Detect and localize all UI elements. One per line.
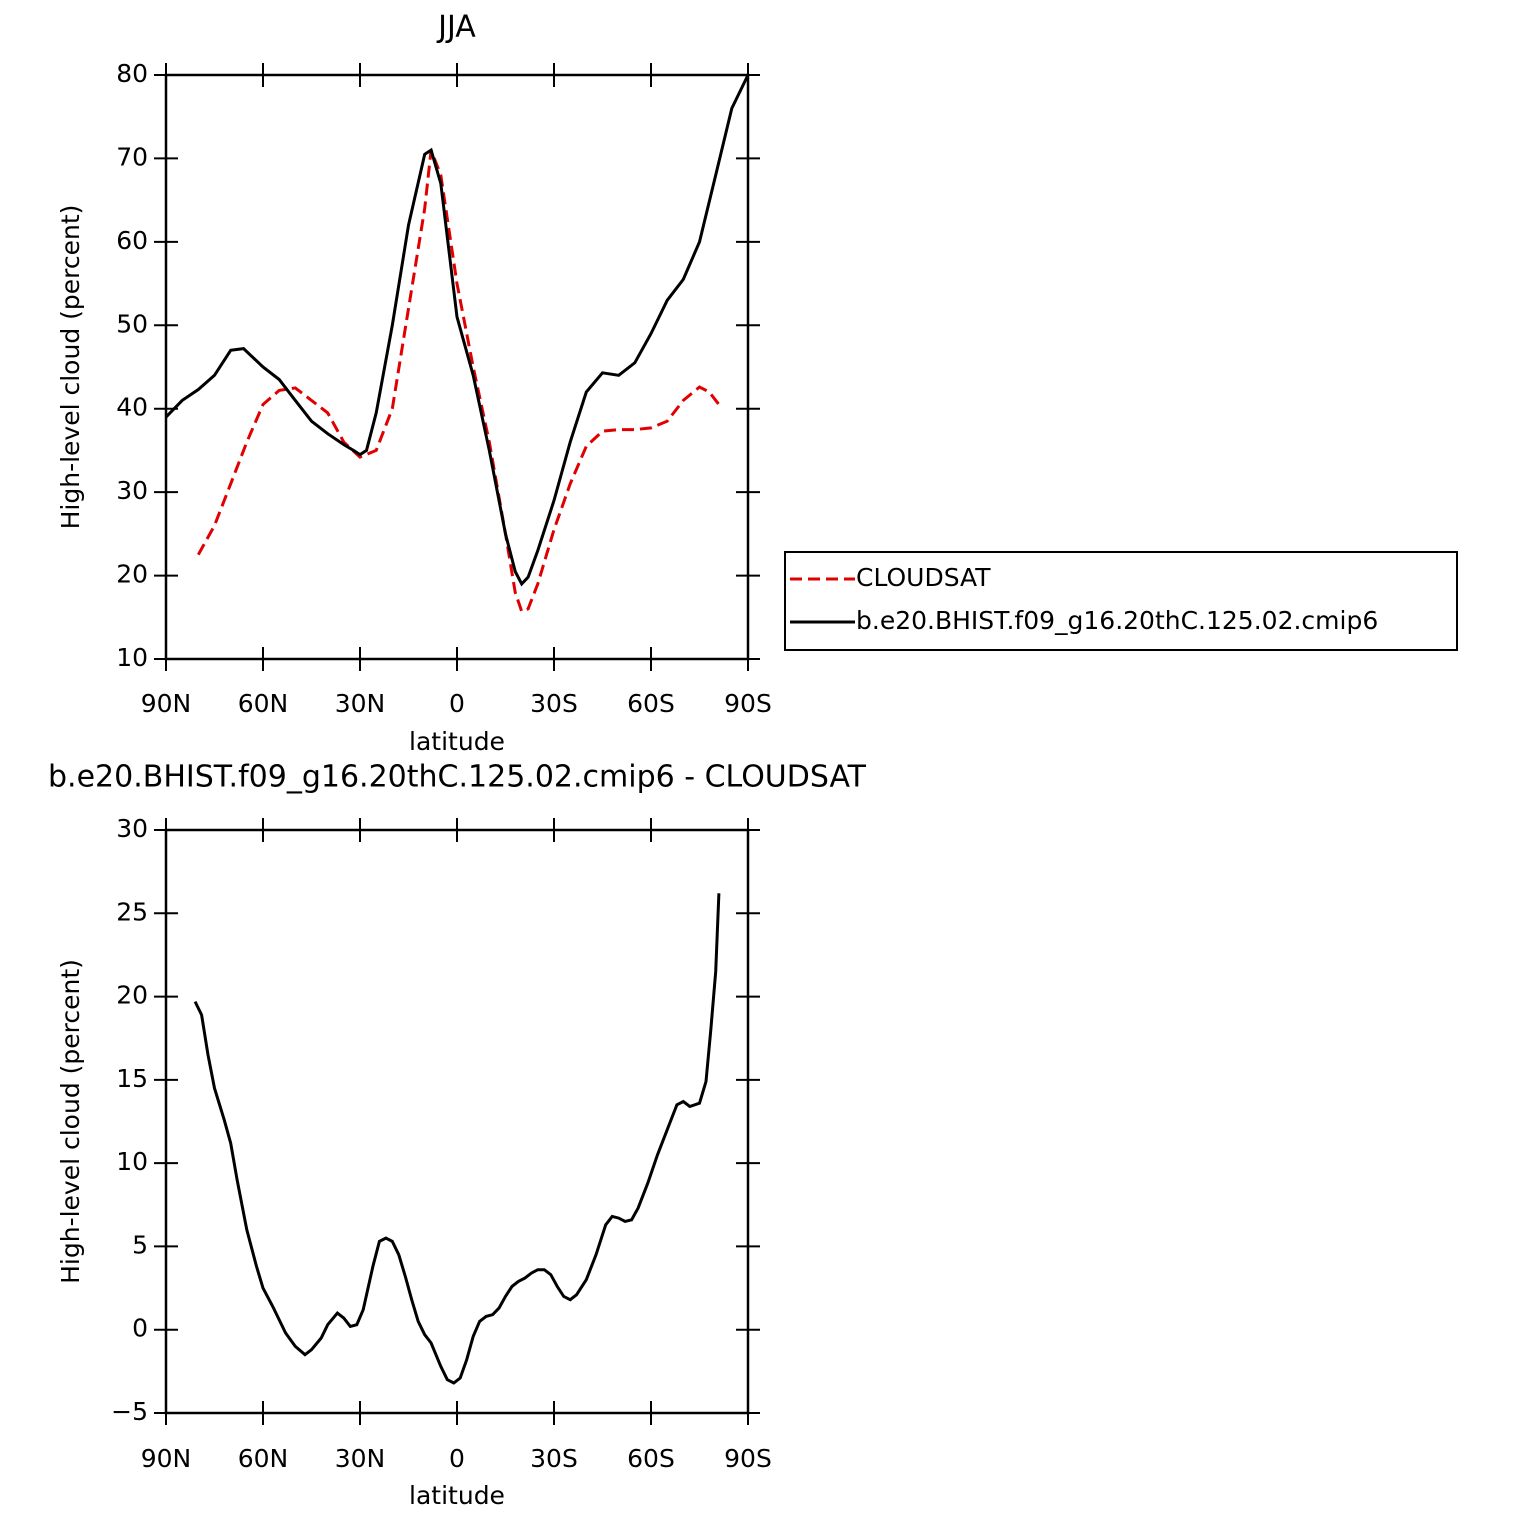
y-axis-label: High-level cloud (percent): [56, 959, 85, 1284]
y-tick-label: −5: [111, 1397, 148, 1426]
y-tick-label: 25: [116, 897, 148, 926]
y-tick-label: 15: [116, 1064, 148, 1093]
y-tick-label: 20: [116, 981, 148, 1010]
y-tick-label: 60: [116, 226, 148, 255]
y-tick-label: 5: [132, 1230, 148, 1259]
y-tick-label: 20: [116, 560, 148, 589]
x-tick-label: 90S: [724, 689, 772, 718]
legend-label: b.e20.BHIST.f09_g16.20thC.125.02.cmip6: [856, 606, 1378, 635]
x-tick-label: 60S: [627, 689, 675, 718]
legend-box: [784, 551, 1458, 651]
data-line: [196, 149, 721, 614]
y-tick-label: 40: [116, 393, 148, 422]
plot-frame: [164, 73, 750, 661]
data-line: [193, 893, 721, 1385]
x-tick-label: 90S: [724, 1444, 772, 1473]
y-tick-label: 50: [116, 309, 148, 338]
x-tick-label: 0: [449, 1444, 465, 1473]
legend-label: CLOUDSAT: [856, 563, 991, 592]
x-tick-label: 90N: [141, 1444, 192, 1473]
y-tick-label: 10: [116, 1147, 148, 1176]
y-axis-label: High-level cloud (percent): [56, 205, 85, 530]
plot-frame: [164, 828, 750, 1415]
x-axis-label: latitude: [409, 727, 505, 756]
x-tick-label: 60N: [238, 689, 289, 718]
x-tick-label: 90N: [141, 689, 192, 718]
y-tick-label: 30: [116, 814, 148, 843]
x-tick-label: 30N: [335, 689, 386, 718]
y-tick-label: 80: [116, 59, 148, 88]
x-tick-label: 60S: [627, 1444, 675, 1473]
x-tick-label: 30S: [530, 689, 578, 718]
x-tick-label: 30N: [335, 1444, 386, 1473]
x-axis-label: latitude: [409, 1481, 505, 1510]
y-tick-label: 10: [116, 643, 148, 672]
chart-title: b.e20.BHIST.f09_g16.20thC.125.02.cmip6 -…: [48, 760, 867, 795]
x-tick-label: 0: [449, 689, 465, 718]
chart-title: JJA: [436, 10, 476, 45]
y-tick-label: 30: [116, 476, 148, 505]
data-line: [164, 74, 750, 587]
x-tick-label: 30S: [530, 1444, 578, 1473]
y-tick-label: 70: [116, 142, 148, 171]
x-tick-label: 60N: [238, 1444, 289, 1473]
y-tick-label: 0: [132, 1314, 148, 1343]
